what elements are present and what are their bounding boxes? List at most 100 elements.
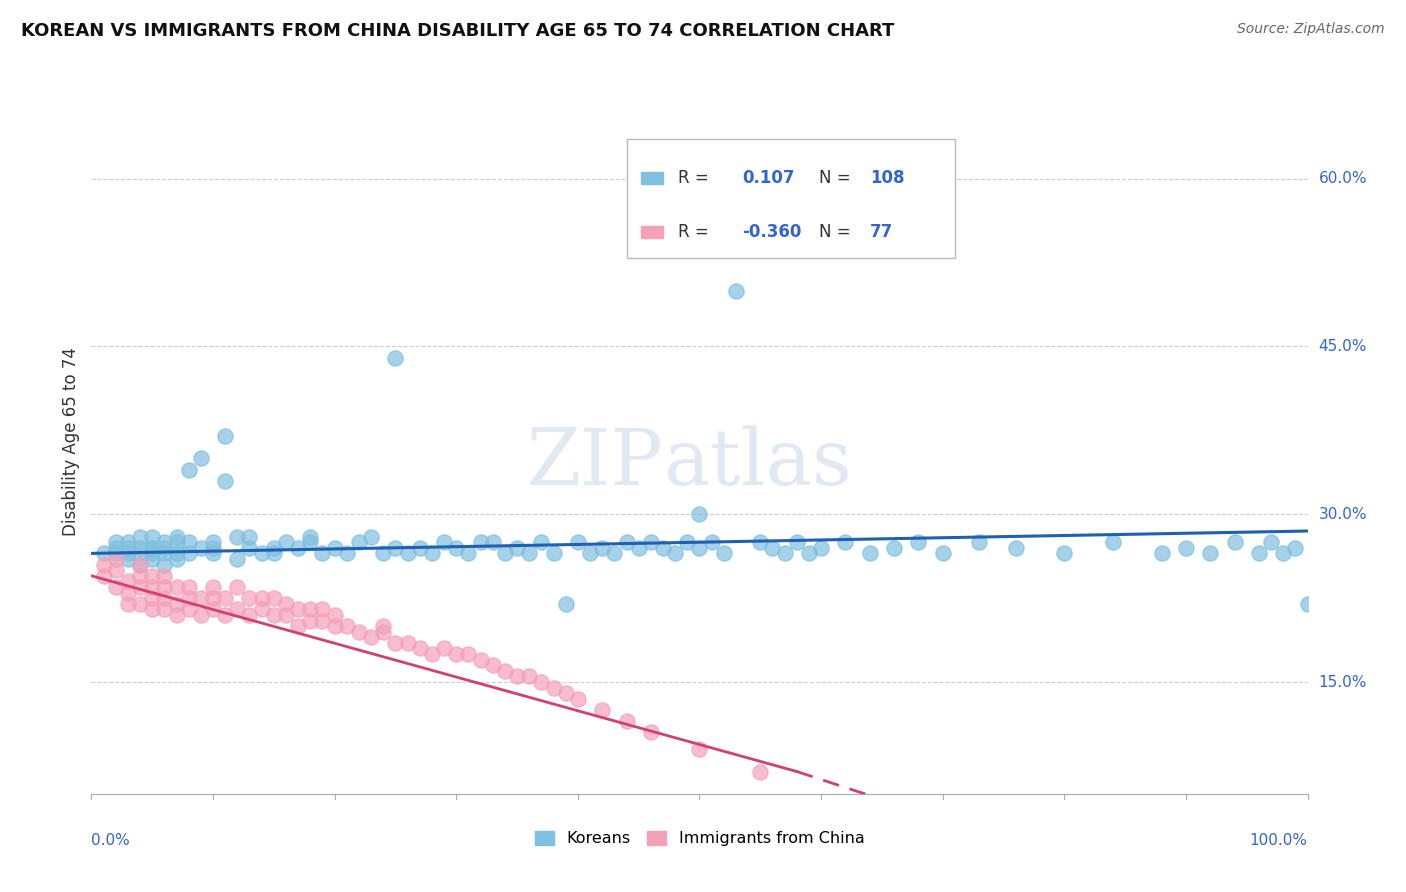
Point [530,675,553,690]
Point [591,703,613,717]
Point [104,546,127,560]
Point [299,602,322,616]
Point [129,558,152,572]
Point [166,535,188,549]
Point [93,568,115,582]
Point [373,619,395,633]
Point [141,568,163,582]
Point [166,607,188,622]
Point [543,681,565,695]
Point [153,568,176,582]
Text: N =: N = [818,169,851,187]
Point [104,563,127,577]
Point [554,686,576,700]
Point [214,607,236,622]
Point [749,764,772,779]
Point [299,614,322,628]
Point [1260,535,1282,549]
Point [494,664,516,678]
Text: -0.360: -0.360 [742,223,801,241]
Point [347,535,370,549]
Text: 0.0%: 0.0% [91,833,131,847]
Point [444,541,467,555]
FancyBboxPatch shape [627,138,955,259]
Point [737,222,759,236]
Point [177,591,200,606]
Point [129,558,152,572]
Text: 30.0%: 30.0% [1319,507,1367,522]
Point [153,558,176,572]
Point [129,580,152,594]
Point [1284,541,1306,555]
Point [688,742,710,756]
Point [616,535,638,549]
Point [238,530,260,544]
Point [834,535,856,549]
Point [481,658,503,673]
Point [373,546,395,560]
Point [117,541,139,555]
Point [640,535,662,549]
Point [141,580,163,594]
Point [433,641,456,656]
Point [202,580,225,594]
Point [104,541,127,555]
Text: KOREAN VS IMMIGRANTS FROM CHINA DISABILITY AGE 65 TO 74 CORRELATION CHART: KOREAN VS IMMIGRANTS FROM CHINA DISABILI… [21,22,894,40]
Point [153,535,176,549]
Point [117,552,139,566]
Point [724,284,747,298]
Text: 0.107: 0.107 [742,169,794,187]
Point [274,597,297,611]
Point [543,546,565,560]
Point [202,541,225,555]
Point [773,546,796,560]
Point [202,535,225,549]
Point [311,546,333,560]
Point [117,546,139,560]
Point [274,607,297,622]
Point [299,535,322,549]
Point [384,541,406,555]
Point [859,546,882,560]
Point [117,597,139,611]
Point [676,535,699,549]
Point [311,614,333,628]
Point [444,647,467,661]
Point [287,619,309,633]
Point [457,647,479,661]
Point [153,546,176,560]
Point [166,580,188,594]
Point [384,351,406,365]
Point [263,607,285,622]
Point [129,597,152,611]
Point [1175,541,1198,555]
Text: 15.0%: 15.0% [1319,674,1367,690]
Point [517,546,540,560]
Point [347,624,370,639]
Point [93,558,115,572]
Point [202,602,225,616]
Point [323,541,346,555]
Point [457,546,479,560]
Point [129,541,152,555]
Point [688,541,710,555]
Point [177,546,200,560]
Point [153,591,176,606]
Point [250,591,273,606]
Text: Source: ZipAtlas.com: Source: ZipAtlas.com [1237,22,1385,37]
Point [664,546,686,560]
Point [1296,597,1319,611]
Point [117,574,139,589]
Point [323,619,346,633]
Point [420,546,443,560]
Point [749,535,772,549]
Point [141,552,163,566]
Point [554,597,576,611]
Point [129,530,152,544]
Text: R =: R = [678,223,709,241]
Text: 60.0%: 60.0% [1319,171,1367,186]
Point [190,591,212,606]
Point [238,591,260,606]
Point [153,602,176,616]
Point [104,535,127,549]
